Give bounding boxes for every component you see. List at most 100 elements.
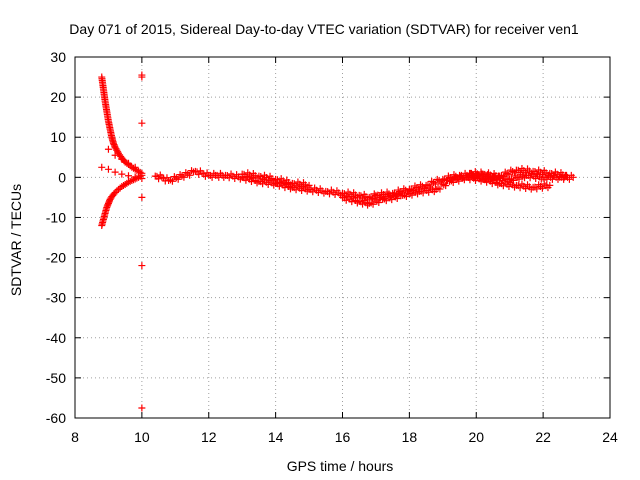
- point-upper-band: [242, 173, 250, 181]
- point-outliers: [138, 193, 146, 201]
- point-upper-branch: [106, 124, 114, 132]
- point-main-band: [163, 174, 171, 182]
- point-middle-branches: [138, 175, 146, 183]
- point-main-band: [331, 190, 339, 198]
- y-tick-label: -30: [46, 290, 66, 306]
- point-lower-band: [353, 199, 361, 207]
- point-upper-band: [499, 173, 507, 181]
- point-upper-band: [286, 181, 294, 189]
- axis-ticks: 8 10 12 14 16 18 20 22 24 -60 -50 -40 -30 -20 -10 0 10 20…: [46, 49, 618, 445]
- point-lower-band: [455, 177, 463, 185]
- point-upper-band: [483, 173, 491, 181]
- x-tick-label: 14: [268, 429, 284, 445]
- point-outliers: [138, 73, 146, 81]
- point-upper-band: [253, 174, 261, 182]
- point-lower-band: [538, 184, 546, 192]
- x-tick-label: 24: [602, 429, 618, 445]
- y-tick-label: -40: [46, 330, 66, 346]
- data-points: [98, 71, 577, 412]
- point-lower-band: [369, 200, 377, 208]
- point-upper-band: [494, 174, 502, 182]
- point-outliers: [138, 404, 146, 412]
- point-lower-band: [425, 188, 433, 196]
- point-main-band: [196, 167, 204, 175]
- point-middle-branches: [118, 170, 126, 178]
- point-main-band: [532, 174, 540, 182]
- point-upper-band: [259, 175, 267, 183]
- point-main-band: [186, 171, 194, 179]
- point-upper-band: [247, 173, 255, 181]
- point-middle-branches: [125, 159, 132, 167]
- y-tick-label: 10: [50, 129, 66, 145]
- point-lower-branch: [126, 177, 134, 185]
- point-main-band: [320, 189, 328, 197]
- y-tick-label: -50: [46, 370, 66, 386]
- point-main-band: [309, 188, 317, 196]
- point-lower-band: [342, 196, 350, 204]
- point-lower-band: [533, 185, 541, 193]
- point-upper-band: [270, 177, 278, 185]
- point-lower-band: [449, 178, 457, 186]
- y-tick-label: -60: [46, 410, 66, 426]
- point-middle-branches: [98, 163, 106, 171]
- point-main-band: [367, 193, 375, 201]
- point-lower-band: [430, 188, 438, 196]
- point-upper-band: [475, 172, 483, 180]
- point-main-band: [208, 173, 216, 181]
- y-tick-label: 20: [50, 89, 66, 105]
- point-upper-band: [550, 172, 558, 180]
- point-lower-band: [388, 196, 396, 204]
- point-lower-band: [466, 176, 474, 184]
- point-lower-band: [436, 185, 444, 193]
- point-main-band: [370, 190, 378, 198]
- point-main-band: [161, 177, 169, 185]
- point-lower-band: [393, 194, 401, 202]
- point-outliers: [138, 119, 146, 127]
- point-outliers: [138, 262, 146, 270]
- point-lower-band: [505, 182, 513, 190]
- point-main-band: [515, 175, 523, 183]
- y-tick-label: -10: [46, 209, 66, 225]
- point-main-band: [231, 174, 239, 182]
- point-middle-branches: [131, 173, 139, 181]
- point-lower-band: [402, 192, 410, 200]
- point-lower-band: [348, 198, 356, 206]
- point-upper-band: [292, 182, 300, 190]
- y-tick-label: 30: [50, 49, 66, 65]
- point-lower-band: [375, 199, 383, 207]
- point-lower-band: [419, 189, 427, 197]
- grid: [75, 57, 610, 418]
- point-lower-branch: [125, 178, 132, 186]
- point-middle-branches: [111, 151, 119, 159]
- point-lower-branch: [109, 191, 117, 199]
- chart-title: Day 071 of 2015, Sidereal Day-to-day VTE…: [69, 21, 579, 37]
- point-lower-band: [364, 201, 372, 209]
- point-middle-branches: [118, 155, 126, 163]
- point-upper-branch: [113, 146, 121, 154]
- point-lower-band: [511, 183, 519, 191]
- point-upper-band: [544, 171, 552, 179]
- x-tick-label: 10: [134, 429, 150, 445]
- point-main-band: [325, 190, 333, 198]
- point-lower-band: [544, 184, 552, 192]
- point-lower-band: [414, 190, 422, 198]
- x-axis-label: GPS time / hours: [287, 458, 394, 474]
- point-lower-branch: [113, 187, 121, 195]
- point-upper-branch: [112, 145, 120, 153]
- point-upper-band: [275, 178, 283, 186]
- point-main-band: [201, 172, 209, 180]
- point-upper-band: [561, 173, 569, 181]
- point-middle-branches: [111, 168, 119, 176]
- point-main-band: [526, 174, 534, 182]
- point-lower-branch: [128, 177, 136, 185]
- point-lower-band: [472, 176, 480, 184]
- point-middle-branches: [125, 172, 132, 180]
- point-middle-branches: [131, 163, 139, 171]
- x-tick-label: 20: [468, 429, 484, 445]
- point-lower-band: [377, 194, 385, 202]
- point-lower-band: [359, 200, 367, 208]
- x-tick-label: 12: [201, 429, 217, 445]
- point-main-band: [431, 180, 439, 188]
- point-lower-band: [442, 182, 450, 190]
